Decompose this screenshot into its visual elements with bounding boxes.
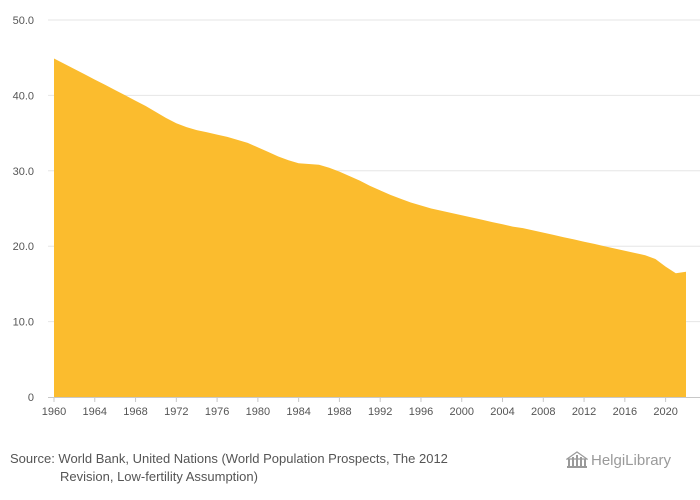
x-tick-label: 2016 bbox=[613, 406, 637, 418]
x-tick-label: 2000 bbox=[449, 406, 473, 418]
source-line-1: Source: World Bank, United Nations (Worl… bbox=[10, 451, 448, 466]
x-tick-label: 1992 bbox=[368, 406, 392, 418]
x-tick-label: 1968 bbox=[123, 406, 147, 418]
source-note: Source: World Bank, United Nations (Worl… bbox=[10, 450, 530, 486]
library-building-icon bbox=[566, 451, 588, 468]
y-tick-label: 0 bbox=[28, 392, 34, 404]
y-axis-ticks: 0 10.0 20.0 30.0 40.0 50.0 bbox=[13, 15, 34, 404]
x-axis-ticks: 1960 1964 1968 1972 1976 1980 1984 1988 1992 1996… bbox=[42, 397, 678, 418]
x-tick-label: 2004 bbox=[490, 406, 514, 418]
x-tick-label: 2012 bbox=[572, 406, 596, 418]
x-tick-label: 1984 bbox=[286, 406, 310, 418]
brand-name: HelgiLibrary bbox=[591, 451, 672, 469]
y-tick-label: 20.0 bbox=[13, 241, 34, 253]
y-tick-label: 50.0 bbox=[13, 15, 34, 27]
area-chart: 010.020.030.040.050.0 1960 1964 1968 1972 19… bbox=[13, 15, 700, 418]
x-tick-label: 2020 bbox=[653, 406, 677, 418]
x-tick-label: 1972 bbox=[164, 406, 188, 418]
y-tick-label: 10.0 bbox=[13, 317, 34, 329]
x-tick-label: 1996 bbox=[409, 406, 433, 418]
y-tick-label: 40.0 bbox=[13, 90, 34, 102]
helgi-library-logo[interactable]: HelgiLibrary bbox=[566, 450, 671, 470]
x-tick-label: 1980 bbox=[246, 406, 270, 418]
x-tick-label: 1988 bbox=[327, 406, 351, 418]
x-tick-label: 1976 bbox=[205, 406, 229, 418]
area-series bbox=[54, 58, 686, 397]
y-tick-label: 30.0 bbox=[13, 166, 34, 178]
x-tick-label: 2008 bbox=[531, 406, 555, 418]
source-line-2: Revision, Low-fertility Assumption) bbox=[60, 469, 258, 484]
x-tick-label: 1964 bbox=[83, 406, 107, 418]
x-tick-label: 1960 bbox=[42, 406, 66, 418]
